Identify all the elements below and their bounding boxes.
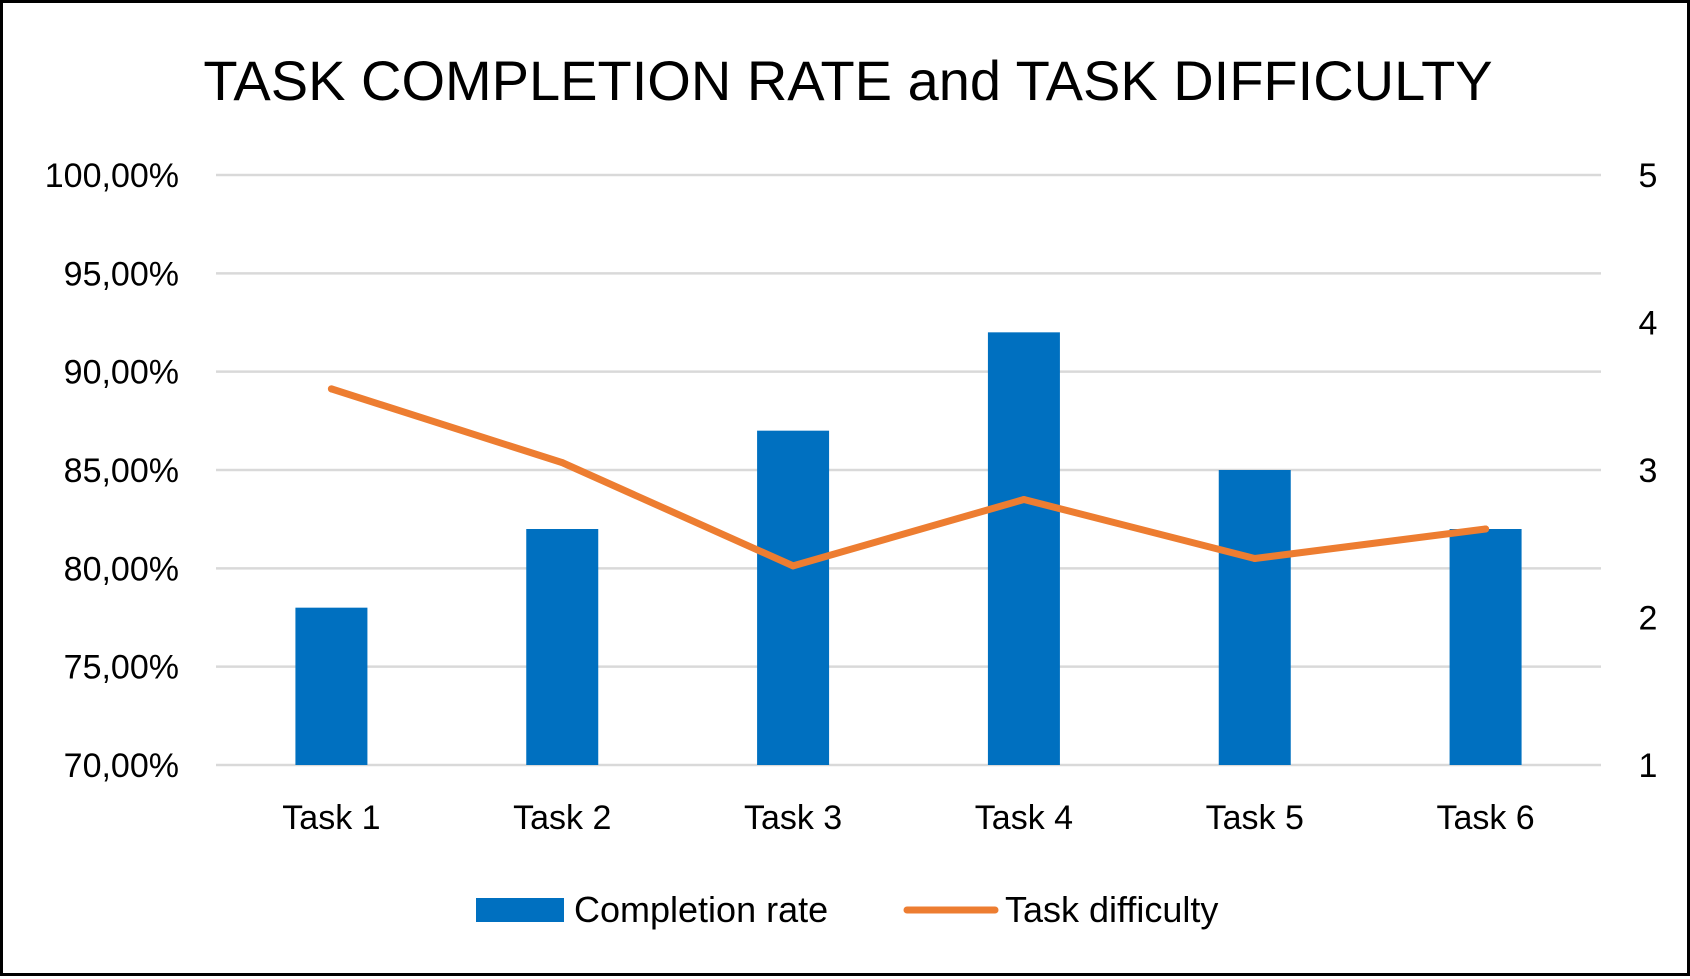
legend-completion-rate-label: Completion rate: [574, 889, 828, 930]
x-tick-label: Task 3: [744, 799, 842, 837]
line-point: [1251, 555, 1259, 562]
line-series: [327, 385, 1490, 570]
right-axis-ticks: 1 2 3 4 5: [1639, 157, 1658, 785]
gridlines: [216, 173, 1601, 767]
right-tick-label: 5: [1639, 157, 1658, 195]
line-point: [1482, 525, 1490, 533]
bar: [987, 332, 1060, 765]
legend: Completion rate Task difficulty: [476, 889, 1218, 930]
right-tick-label: 3: [1639, 452, 1658, 490]
chart-title: TASK COMPLETION RATE and TASK DIFFICULTY: [203, 49, 1492, 112]
left-tick-label: 95,00%: [64, 255, 179, 293]
legend-bar-swatch: [476, 898, 564, 922]
x-tick-label: Task 4: [975, 799, 1073, 837]
line-point: [558, 459, 566, 467]
x-axis-ticks: Task 1 Task 2 Task 3 Task 4 Task 5 Task 6: [282, 799, 1534, 837]
left-tick-label: 100,00%: [45, 157, 179, 195]
left-tick-label: 70,00%: [64, 747, 179, 785]
bar-series: [295, 332, 1522, 765]
right-tick-label: 4: [1639, 305, 1658, 343]
x-tick-label: Task 5: [1206, 799, 1304, 837]
bar: [295, 607, 368, 765]
right-tick-label: 2: [1639, 600, 1658, 638]
line-point: [789, 562, 797, 570]
left-axis-ticks: 70,00% 75,00% 80,00% 85,00% 90,00% 95,00% 100,…: [45, 157, 179, 785]
bar: [526, 529, 599, 765]
combo-chart: TASK COMPLETION RATE and TASK DIFFICULTY…: [45, 49, 1658, 930]
bar: [1218, 470, 1291, 765]
left-tick-label: 85,00%: [64, 452, 179, 490]
bar: [1449, 529, 1522, 765]
difficulty-line: [327, 385, 1490, 570]
left-tick-label: 80,00%: [64, 550, 179, 588]
x-tick-label: Task 2: [513, 799, 611, 837]
left-tick-label: 90,00%: [64, 354, 179, 392]
left-tick-label: 75,00%: [64, 649, 179, 687]
line-point: [327, 385, 335, 393]
legend-task-difficulty-label: Task difficulty: [1005, 889, 1218, 930]
x-tick-label: Task 6: [1436, 799, 1534, 837]
bar: [757, 430, 830, 765]
right-tick-label: 1: [1639, 747, 1658, 785]
line-point: [1020, 496, 1028, 503]
x-tick-label: Task 1: [282, 799, 380, 837]
